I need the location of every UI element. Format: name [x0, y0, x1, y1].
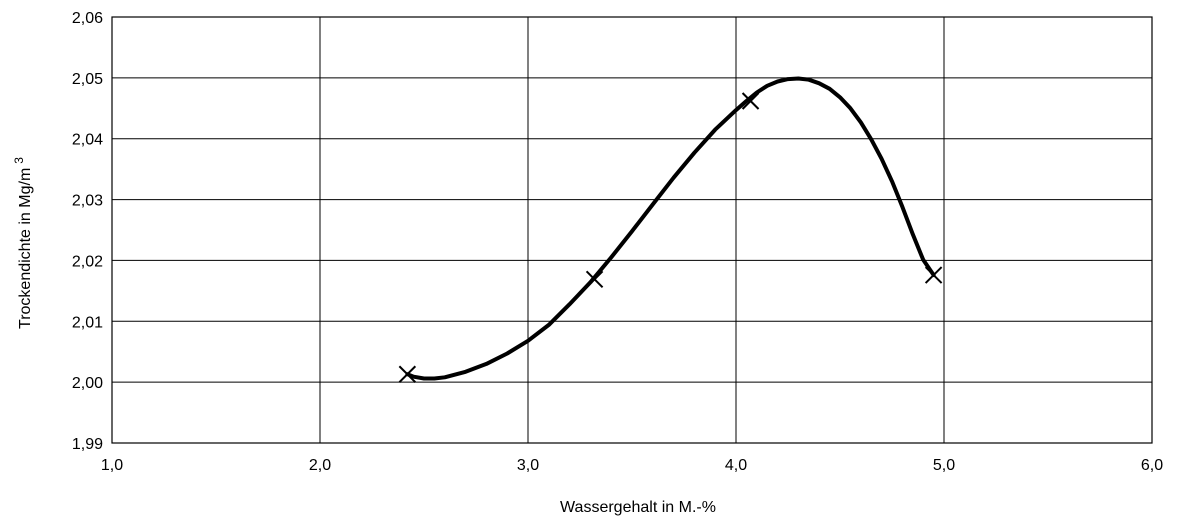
- x-tick-label: 6,0: [1141, 457, 1163, 474]
- y-axis-label-text: Trockendichte in Mg/m: [17, 168, 34, 329]
- x-tick-label: 3,0: [517, 457, 539, 474]
- x-tick-label: 2,0: [309, 457, 331, 474]
- y-tick-label: 2,04: [72, 132, 103, 149]
- plot-area-frame: [111, 16, 1153, 444]
- y-axis-tick-labels: 1,99 2,00 2,01 2,02 2,03 2,04 2,05 2,06: [72, 10, 103, 453]
- y-axis-label: Trockendichte in Mg/m 3: [12, 157, 34, 329]
- fitted-curve-layer: [405, 76, 936, 381]
- data-point-marker: [585, 270, 604, 289]
- x-axis-label: Wassergehalt in M.-%: [560, 499, 716, 516]
- y-axis-label-group: Trockendichte in Mg/m 3: [12, 157, 34, 329]
- fitted-curve: [405, 76, 936, 381]
- grid-lines: [112, 17, 1152, 443]
- x-tick-label: 4,0: [725, 457, 747, 474]
- x-tick-label: 5,0: [933, 457, 955, 474]
- y-tick-label: 2,01: [72, 314, 103, 331]
- y-tick-label: 1,99: [72, 436, 103, 453]
- y-tick-label: 2,05: [72, 71, 103, 88]
- y-tick-label: 2,00: [72, 375, 103, 392]
- y-tick-label: 2,03: [72, 193, 103, 210]
- data-points: [398, 92, 943, 383]
- x-tick-label: 1,0: [101, 457, 123, 474]
- data-point-marker: [924, 266, 943, 284]
- y-tick-label: 2,02: [72, 253, 103, 270]
- y-tick-label: 2,06: [72, 10, 103, 27]
- data-point-marker: [741, 92, 760, 110]
- y-axis-label-superscript: 3: [12, 157, 26, 164]
- x-axis-tick-labels: 1,0 2,0 3,0 4,0 5,0 6,0: [101, 457, 1163, 474]
- data-point-marker: [398, 365, 417, 383]
